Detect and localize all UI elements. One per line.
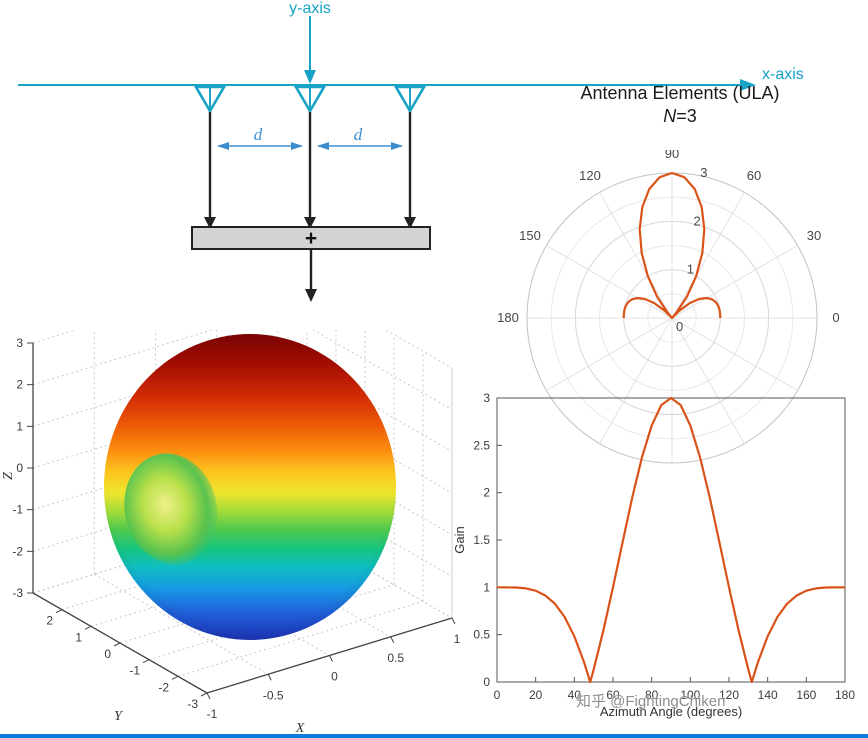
radiation-pattern-surface — [104, 334, 396, 640]
svg-text:2: 2 — [46, 614, 53, 628]
svg-text:0: 0 — [104, 647, 111, 661]
polar-chart-title: Antenna Elements (ULA) N=3 — [490, 82, 868, 129]
svg-text:160: 160 — [796, 688, 816, 702]
polar-plot-area: 0 30 60 90 120 150 180 0 1 2 3 — [497, 150, 840, 464]
sum-symbol: + — [305, 227, 317, 250]
svg-text:-1: -1 — [207, 707, 218, 721]
svg-text:180: 180 — [835, 688, 855, 702]
svg-text:3: 3 — [700, 165, 707, 180]
antenna-element-2 — [293, 85, 327, 229]
polar-title-line2: N=3 — [490, 105, 868, 128]
surface-dimple — [124, 453, 218, 565]
y-axis-label: y-axis — [289, 0, 331, 17]
svg-text:0: 0 — [832, 310, 839, 325]
antenna-element-1 — [193, 85, 227, 229]
svg-text:1: 1 — [75, 630, 82, 644]
ula-diagram: y-axis x-axis — [18, 0, 804, 302]
antenna-element-3 — [393, 85, 427, 229]
svg-text:120: 120 — [579, 168, 601, 183]
svg-text:-3: -3 — [187, 697, 198, 711]
svg-text:40: 40 — [568, 688, 582, 702]
spacing-label: d — [254, 125, 263, 144]
y-axis-arrowhead-icon — [304, 70, 316, 84]
signal-arrowhead-icon — [304, 217, 316, 229]
svg-text:1: 1 — [483, 580, 490, 594]
svg-text:2: 2 — [694, 213, 701, 228]
spacing-dimension-1: d — [217, 125, 303, 150]
line-plot-area: 0 20 40 60 80 100 120 140 160 180 0 0.5 1 1.5 2 2.5 3 — [473, 391, 855, 702]
x-axis-title-3d: X — [295, 721, 305, 736]
svg-text:1.5: 1.5 — [473, 533, 490, 547]
svg-text:2: 2 — [483, 486, 490, 500]
surface-3d-chart: 3 2 1 0 -1 -2 -3 2 1 0 -1 -2 -3 -1 -0.5 0 0.5 1 Z Y X — [1, 330, 461, 736]
svg-text:1: 1 — [16, 419, 23, 433]
svg-text:100: 100 — [680, 688, 700, 702]
polar-gain-chart: 0 30 60 90 120 150 180 0 1 2 3 — [497, 150, 840, 464]
surface-axes: 3 2 1 0 -1 -2 -3 2 1 0 -1 -2 -3 -1 -0.5 0 0.5 1 — [12, 336, 460, 721]
svg-text:80: 80 — [645, 688, 659, 702]
svg-text:-1: -1 — [12, 503, 23, 517]
watermark: 知乎 @FightingChiken — [576, 693, 726, 710]
signal-arrowhead-icon — [404, 217, 416, 229]
svg-text:0: 0 — [331, 670, 338, 684]
svg-text:-1: -1 — [129, 664, 140, 678]
polar-title-eq: =3 — [676, 106, 697, 127]
gain-axis-title: Gain — [452, 526, 467, 553]
footer-accent-bar — [0, 734, 868, 738]
svg-text:3: 3 — [483, 391, 490, 405]
spacing-label: d — [354, 125, 363, 144]
z-axis-title: Z — [1, 472, 16, 480]
x-axis-label: x-axis — [762, 66, 804, 83]
svg-text:-3: -3 — [12, 586, 23, 600]
polar-title-n: N — [663, 106, 677, 127]
svg-text:0: 0 — [16, 461, 23, 475]
dimension-arrowhead-icon — [217, 142, 229, 150]
svg-text:0.5: 0.5 — [473, 628, 490, 642]
svg-text:-2: -2 — [12, 544, 23, 558]
svg-text:20: 20 — [529, 688, 543, 702]
svg-text:1: 1 — [454, 632, 461, 646]
svg-text:30: 30 — [807, 228, 821, 243]
gain-line-chart: 0 20 40 60 80 100 120 140 160 180 0 0.5 1 1.5 2 2.5 3 Ga… — [452, 391, 855, 719]
svg-text:-2: -2 — [158, 680, 169, 694]
svg-text:3: 3 — [16, 336, 23, 350]
svg-text:140: 140 — [758, 688, 778, 702]
svg-text:0: 0 — [494, 688, 501, 702]
dimension-arrowhead-icon — [291, 142, 303, 150]
svg-text:60: 60 — [606, 688, 620, 702]
svg-text:1: 1 — [687, 262, 694, 277]
svg-text:-0.5: -0.5 — [263, 688, 284, 702]
polar-title-line1: Antenna Elements (ULA) — [580, 83, 780, 103]
svg-text:90: 90 — [665, 150, 679, 161]
signal-arrowhead-icon — [204, 217, 216, 229]
dimension-arrowhead-icon — [391, 142, 403, 150]
svg-text:0.5: 0.5 — [387, 651, 404, 665]
svg-text:2.5: 2.5 — [473, 438, 490, 452]
y-axis-title-3d: Y — [114, 709, 124, 724]
svg-text:150: 150 — [519, 228, 541, 243]
svg-text:120: 120 — [719, 688, 739, 702]
svg-text:2: 2 — [16, 378, 23, 392]
svg-text:180: 180 — [497, 310, 519, 325]
azimuth-axis-title: Azimuth Angle (degrees) — [600, 704, 742, 719]
x-axis-arrowhead-icon — [740, 79, 756, 91]
spacing-dimension-2: d — [317, 125, 403, 150]
svg-text:0: 0 — [676, 319, 683, 334]
output-arrowhead-icon — [305, 289, 317, 302]
svg-text:0: 0 — [483, 675, 490, 689]
dimension-arrowhead-icon — [317, 142, 329, 150]
svg-text:60: 60 — [747, 168, 761, 183]
